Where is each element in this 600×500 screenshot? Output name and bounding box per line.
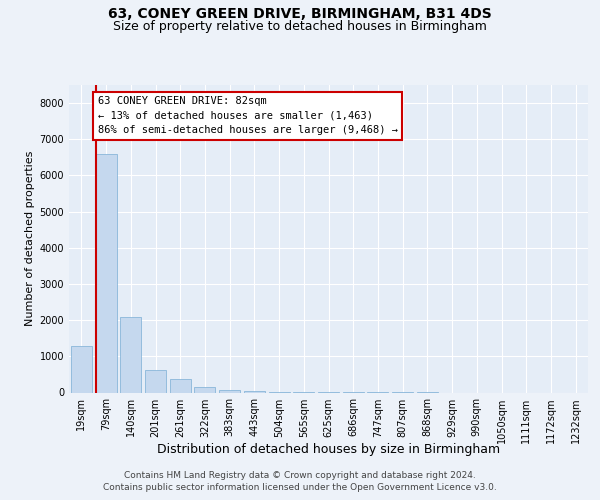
Bar xyxy=(170,379,191,392)
Bar xyxy=(120,316,141,392)
Text: Contains HM Land Registry data © Crown copyright and database right 2024.: Contains HM Land Registry data © Crown c… xyxy=(124,471,476,480)
Bar xyxy=(145,370,166,392)
Text: Size of property relative to detached houses in Birmingham: Size of property relative to detached ho… xyxy=(113,20,487,33)
Bar xyxy=(95,154,116,392)
Y-axis label: Number of detached properties: Number of detached properties xyxy=(25,151,35,326)
Text: Contains public sector information licensed under the Open Government Licence v3: Contains public sector information licen… xyxy=(103,482,497,492)
Bar xyxy=(219,390,240,392)
Text: Distribution of detached houses by size in Birmingham: Distribution of detached houses by size … xyxy=(157,442,500,456)
Bar xyxy=(244,391,265,392)
Bar xyxy=(194,388,215,392)
Text: 63, CONEY GREEN DRIVE, BIRMINGHAM, B31 4DS: 63, CONEY GREEN DRIVE, BIRMINGHAM, B31 4… xyxy=(108,8,492,22)
Bar xyxy=(71,346,92,393)
Text: 63 CONEY GREEN DRIVE: 82sqm
← 13% of detached houses are smaller (1,463)
86% of : 63 CONEY GREEN DRIVE: 82sqm ← 13% of det… xyxy=(98,96,398,136)
